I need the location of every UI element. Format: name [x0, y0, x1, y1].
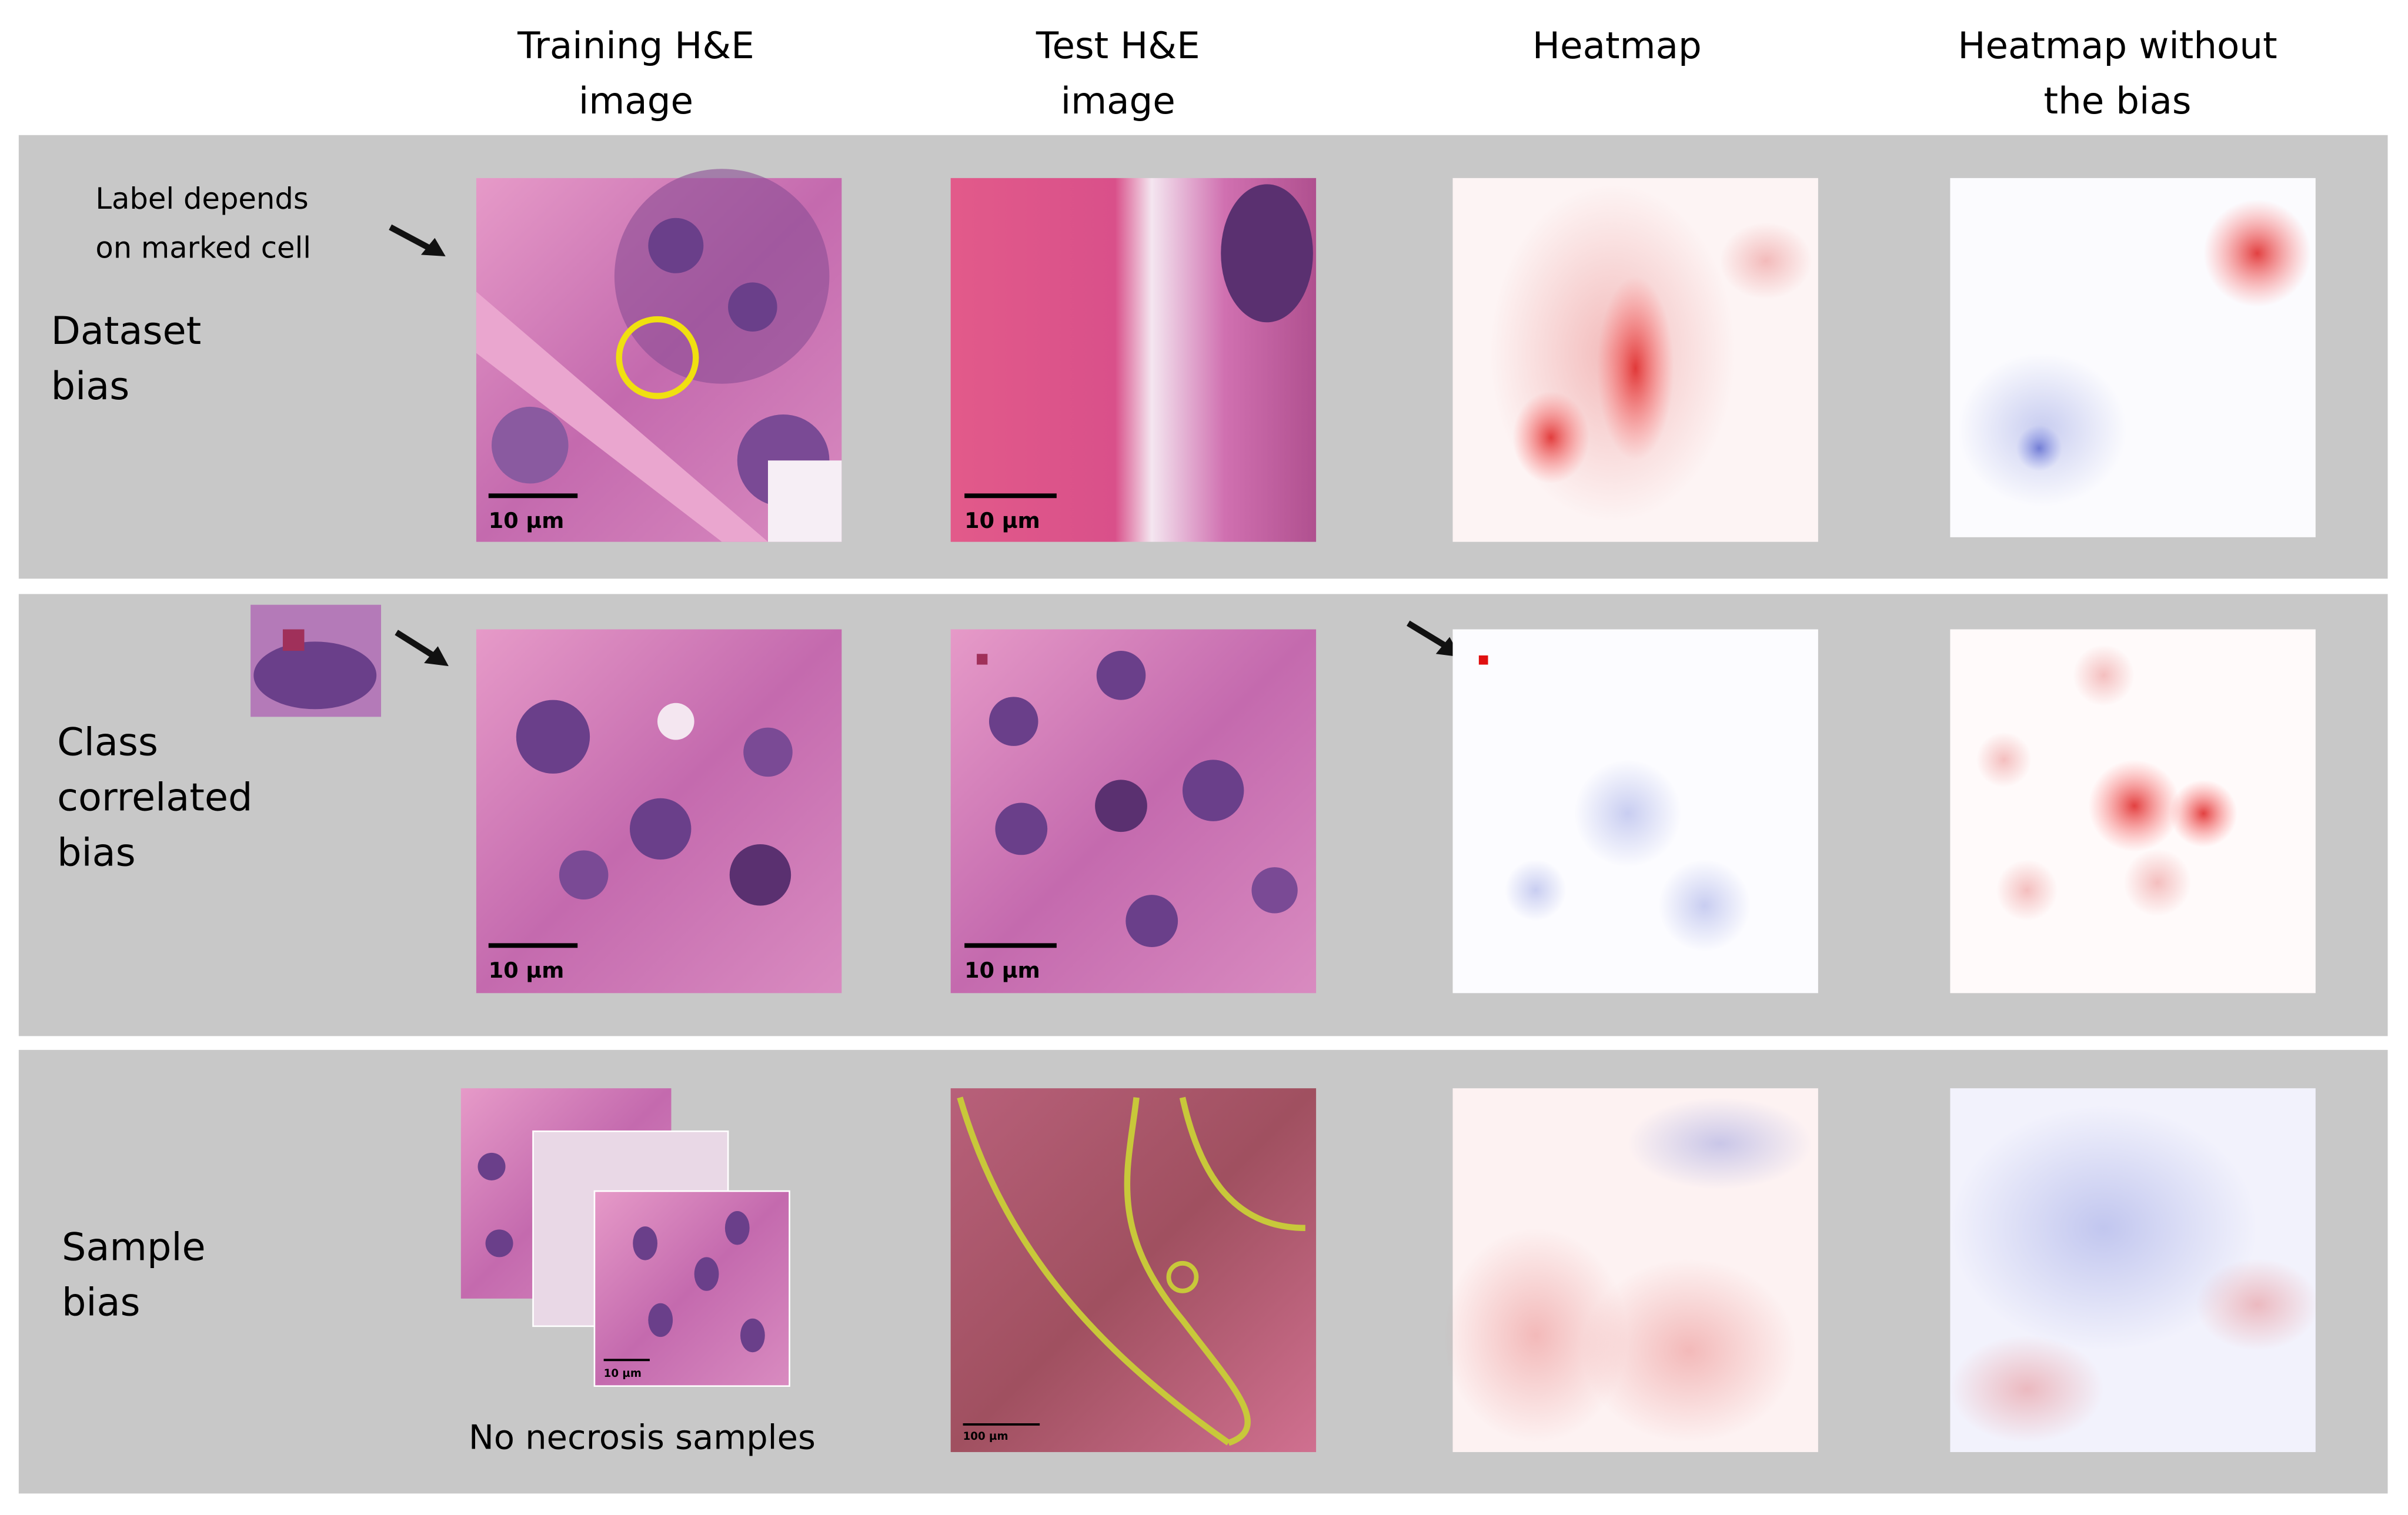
- column-header: Test H&E: [1036, 24, 1200, 67]
- he-image-stack: [460, 1088, 790, 1387]
- column-header: the bias: [2044, 79, 2192, 122]
- heatmap: [1950, 629, 2316, 994]
- row-label: bias: [57, 831, 136, 875]
- arrow: [395, 630, 449, 667]
- scale-bar-label: 100 µm: [963, 1430, 1008, 1443]
- he-image: [950, 178, 1317, 542]
- row-label: bias: [62, 1280, 141, 1325]
- annotation: on marked cell: [95, 231, 311, 265]
- column-header: Training H&E: [517, 24, 754, 67]
- scale-bar-label: 10 µm: [489, 958, 565, 983]
- row-label: correlated: [57, 775, 252, 820]
- heatmap: [1452, 178, 1818, 542]
- heatmap: [1950, 1088, 2319, 1452]
- heatmap: [1443, 1088, 1818, 1452]
- heatmap: [1452, 629, 1818, 994]
- column-header: image: [579, 79, 693, 122]
- he-image: [950, 1088, 1317, 1452]
- scale-bar-label: 10 µm: [604, 1367, 642, 1380]
- he-image: [476, 169, 842, 542]
- annotation: Label depends: [95, 182, 308, 216]
- inset-image: [251, 604, 382, 717]
- scale-bar-label: 10 µm: [964, 508, 1040, 533]
- column-header: Heatmap without: [1958, 24, 2277, 67]
- scale-bar-label: 10 µm: [489, 508, 565, 533]
- he-image: [950, 629, 1317, 994]
- caption: No necrosis samples: [469, 1418, 816, 1457]
- row-label: bias: [51, 364, 130, 409]
- column-header: image: [1061, 79, 1175, 122]
- arrow: [389, 224, 446, 257]
- scale-bar-label: 10 µm: [964, 958, 1040, 983]
- row-label: Sample: [62, 1225, 206, 1270]
- he-image: [476, 629, 842, 994]
- row-label: Dataset: [51, 309, 202, 353]
- column-header: Heatmap: [1532, 24, 1702, 67]
- heatmap: [1950, 178, 2316, 537]
- row-label: Class: [57, 720, 158, 765]
